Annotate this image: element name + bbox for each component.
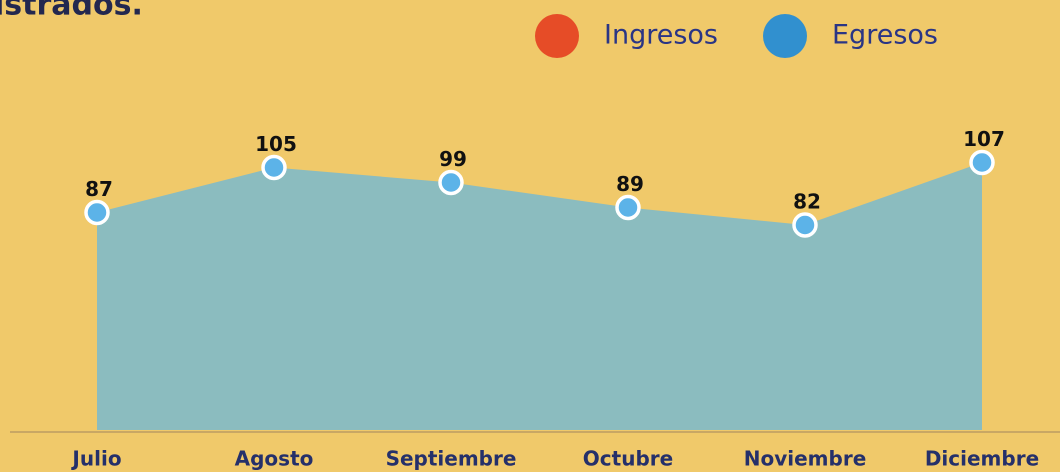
x-tick-label: Diciembre <box>925 447 1039 471</box>
x-tick-label: Octubre <box>583 447 673 471</box>
data-label: 105 <box>255 132 297 156</box>
data-point <box>615 194 641 221</box>
area <box>97 162 982 430</box>
legend-label: Ingresos <box>604 20 718 51</box>
data-label: 89 <box>616 172 644 196</box>
data-label: 99 <box>439 147 467 171</box>
data-label: 82 <box>793 190 821 214</box>
data-label: 87 <box>85 177 113 201</box>
legend-swatch <box>535 14 579 58</box>
x-tick-label: Noviembre <box>744 447 867 471</box>
data-point <box>84 199 110 226</box>
x-tick-label: Julio <box>70 447 121 471</box>
data-point <box>438 169 464 196</box>
x-tick-label: Septiembre <box>386 447 517 471</box>
page-title: istrados. <box>0 0 143 23</box>
data-label: 107 <box>963 127 1005 151</box>
data-point <box>261 154 287 181</box>
data-point <box>792 212 818 238</box>
legend-swatch <box>763 14 807 58</box>
x-tick-label: Agosto <box>235 447 314 471</box>
legend-label: Egresos <box>832 20 938 51</box>
data-point <box>969 149 995 176</box>
